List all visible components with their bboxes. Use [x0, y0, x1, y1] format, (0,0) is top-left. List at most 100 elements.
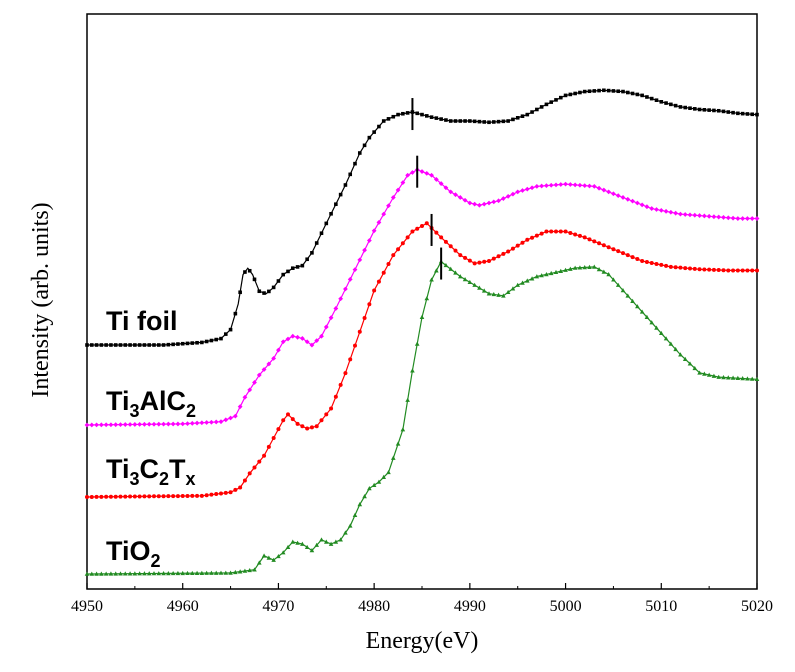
data-point: [539, 183, 545, 189]
data-point: [362, 316, 367, 321]
data-point: [343, 286, 348, 292]
data-point: [166, 494, 171, 499]
data-point: [692, 365, 698, 371]
data-point: [324, 221, 329, 226]
data-point: [108, 422, 114, 428]
data-point: [290, 539, 296, 544]
data-point: [386, 117, 391, 121]
x-axis-title: Energy(eV): [366, 628, 479, 654]
data-point: [190, 493, 195, 498]
data-point: [697, 213, 702, 218]
data-point: [755, 268, 759, 273]
data-point: [271, 557, 276, 562]
data-point: [156, 421, 162, 427]
data-point: [496, 119, 501, 124]
data-point: [553, 269, 559, 275]
series-2: [85, 221, 759, 499]
data-point: [89, 571, 95, 576]
data-point: [711, 214, 717, 220]
data-point: [683, 105, 688, 110]
peak-markers: [411, 98, 443, 280]
series-label: Ti foil: [106, 306, 178, 336]
data-point: [424, 221, 429, 226]
data-point: [501, 119, 506, 124]
data-point: [487, 259, 491, 263]
data-point: [113, 494, 118, 499]
data-point: [458, 119, 463, 123]
data-point: [151, 571, 157, 576]
data-point: [295, 334, 300, 340]
data-point: [304, 339, 310, 345]
data-point: [621, 89, 625, 94]
data-point: [577, 265, 583, 270]
data-point: [219, 336, 223, 341]
data-point: [625, 293, 631, 298]
x-tick-label: 4970: [262, 598, 294, 615]
data-point: [180, 570, 186, 576]
series-1: [84, 167, 760, 428]
data-point: [366, 238, 372, 243]
data-point: [386, 469, 391, 475]
data-point: [506, 249, 511, 254]
data-point: [405, 235, 410, 240]
data-point: [505, 289, 511, 295]
data-point: [491, 256, 496, 261]
data-point: [678, 105, 683, 109]
data-point: [491, 120, 496, 124]
data-point: [697, 107, 702, 112]
data-point: [702, 108, 707, 112]
x-tick-label: 5010: [645, 598, 677, 615]
data-point: [501, 293, 506, 298]
data-point: [500, 196, 506, 201]
data-point: [731, 268, 736, 273]
data-point: [688, 106, 692, 110]
data-point: [132, 571, 138, 576]
data-point: [280, 339, 286, 345]
data-point: [314, 241, 319, 245]
data-point: [472, 282, 477, 287]
data-point: [515, 243, 520, 248]
data-point: [457, 195, 463, 200]
data-point: [109, 343, 113, 347]
data-point: [285, 544, 291, 550]
data-point: [333, 539, 339, 544]
data-point: [390, 455, 396, 460]
data-point: [103, 571, 109, 576]
data-point: [180, 494, 185, 499]
data-point: [491, 291, 497, 297]
data-point: [171, 494, 176, 499]
data-point: [645, 95, 649, 99]
data-point: [592, 89, 597, 93]
data-point: [544, 102, 549, 107]
data-point: [515, 116, 520, 120]
data-point: [199, 420, 205, 426]
data-point: [147, 343, 152, 347]
data-point: [697, 370, 702, 375]
data-point: [597, 88, 601, 93]
data-point: [319, 537, 324, 542]
data-point: [367, 486, 372, 491]
data-point: [372, 130, 376, 134]
data-point: [353, 161, 357, 166]
data-point: [458, 253, 463, 258]
data-point: [735, 268, 740, 273]
data-point: [185, 421, 190, 427]
data-point: [238, 290, 242, 295]
data-point: [200, 340, 204, 345]
series-label-part: x: [186, 469, 196, 489]
data-point: [94, 494, 99, 499]
data-point: [568, 266, 573, 271]
data-point: [376, 220, 382, 225]
data-point: [472, 119, 477, 124]
data-point: [156, 571, 162, 576]
data-point: [578, 90, 582, 95]
data-point: [630, 91, 635, 96]
data-point: [295, 540, 300, 545]
data-point: [304, 544, 310, 550]
data-point: [338, 192, 343, 197]
data-point: [170, 421, 176, 427]
data-point: [524, 186, 530, 192]
data-point: [730, 215, 736, 221]
data-point: [104, 494, 109, 499]
data-point: [558, 95, 563, 100]
